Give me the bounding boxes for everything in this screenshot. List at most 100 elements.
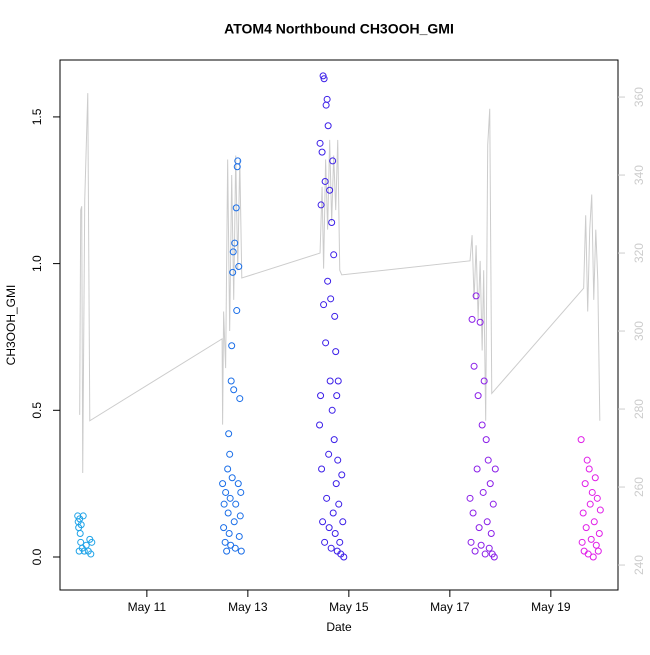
point: [484, 456, 492, 464]
point: [325, 450, 333, 458]
point: [481, 550, 489, 558]
point: [237, 488, 245, 496]
point: [331, 530, 339, 538]
point: [333, 392, 341, 400]
point: [221, 538, 229, 546]
point: [329, 509, 337, 517]
point: [228, 342, 236, 350]
point: [76, 530, 84, 538]
point: [231, 239, 239, 247]
point: [595, 530, 603, 538]
point: [483, 518, 491, 526]
point: [233, 307, 241, 315]
point: [473, 465, 481, 473]
point: [225, 530, 233, 538]
x-axis-label: Date: [326, 620, 352, 634]
point: [480, 377, 488, 385]
point: [467, 538, 475, 546]
point: [491, 465, 499, 473]
point: [468, 315, 476, 323]
point: [339, 518, 347, 526]
point: [321, 177, 329, 185]
point: [474, 392, 482, 400]
point: [487, 530, 495, 538]
y2-tick-label: 280: [632, 399, 646, 419]
point: [220, 524, 228, 532]
point: [590, 518, 598, 526]
point: [318, 465, 326, 473]
x-tick-label: May 15: [329, 600, 369, 614]
point: [232, 204, 240, 212]
point: [236, 512, 244, 520]
point: [227, 377, 235, 385]
point: [235, 532, 243, 540]
point: [318, 148, 326, 156]
point: [322, 339, 330, 347]
point: [338, 471, 346, 479]
point: [234, 480, 242, 488]
point: [490, 553, 498, 561]
point: [224, 509, 232, 517]
point: [329, 157, 337, 165]
point: [223, 547, 231, 555]
point: [225, 430, 233, 438]
point: [479, 488, 487, 496]
point: [88, 538, 96, 546]
point: [229, 248, 237, 256]
point: [581, 480, 589, 488]
point: [585, 465, 593, 473]
point: [87, 550, 95, 558]
point: [586, 500, 594, 508]
point: [334, 377, 342, 385]
y2-tick-label: 340: [632, 165, 646, 185]
point: [324, 122, 332, 130]
point: [222, 488, 230, 496]
y2-tick-label: 360: [632, 87, 646, 107]
point: [226, 494, 234, 502]
point: [587, 535, 595, 543]
point: [327, 295, 335, 303]
x-tick-label: May 19: [531, 600, 571, 614]
point: [326, 377, 334, 385]
point: [472, 292, 480, 300]
point: [229, 268, 237, 276]
point: [323, 95, 331, 103]
point: [234, 157, 242, 165]
point: [82, 541, 90, 549]
point: [226, 450, 234, 458]
point: [485, 544, 493, 552]
point: [320, 75, 328, 83]
point: [79, 512, 87, 520]
point: [230, 386, 238, 394]
y2-tick-label: 240: [632, 555, 646, 575]
y-tick-label: 1.5: [30, 108, 44, 125]
point: [317, 392, 325, 400]
point: [593, 494, 601, 502]
point: [332, 480, 340, 488]
point: [327, 544, 335, 552]
point: [232, 500, 240, 508]
point: [319, 518, 327, 526]
point: [317, 201, 325, 209]
point: [231, 544, 239, 552]
y-axis-label: CH3OOH_GMI: [4, 285, 18, 366]
x-tick-label: May 13: [228, 600, 268, 614]
point: [584, 550, 592, 558]
point: [583, 456, 591, 464]
point: [224, 465, 232, 473]
point: [335, 500, 343, 508]
y-tick-label: 1.0: [30, 255, 44, 272]
point: [592, 541, 600, 549]
point: [320, 301, 328, 309]
point: [582, 524, 590, 532]
point: [471, 547, 479, 555]
point: [220, 500, 228, 508]
point: [325, 524, 333, 532]
point: [578, 538, 586, 546]
point: [476, 318, 484, 326]
point: [228, 474, 236, 482]
point: [469, 509, 477, 517]
point: [466, 494, 474, 502]
plot-frame: [59, 59, 619, 591]
